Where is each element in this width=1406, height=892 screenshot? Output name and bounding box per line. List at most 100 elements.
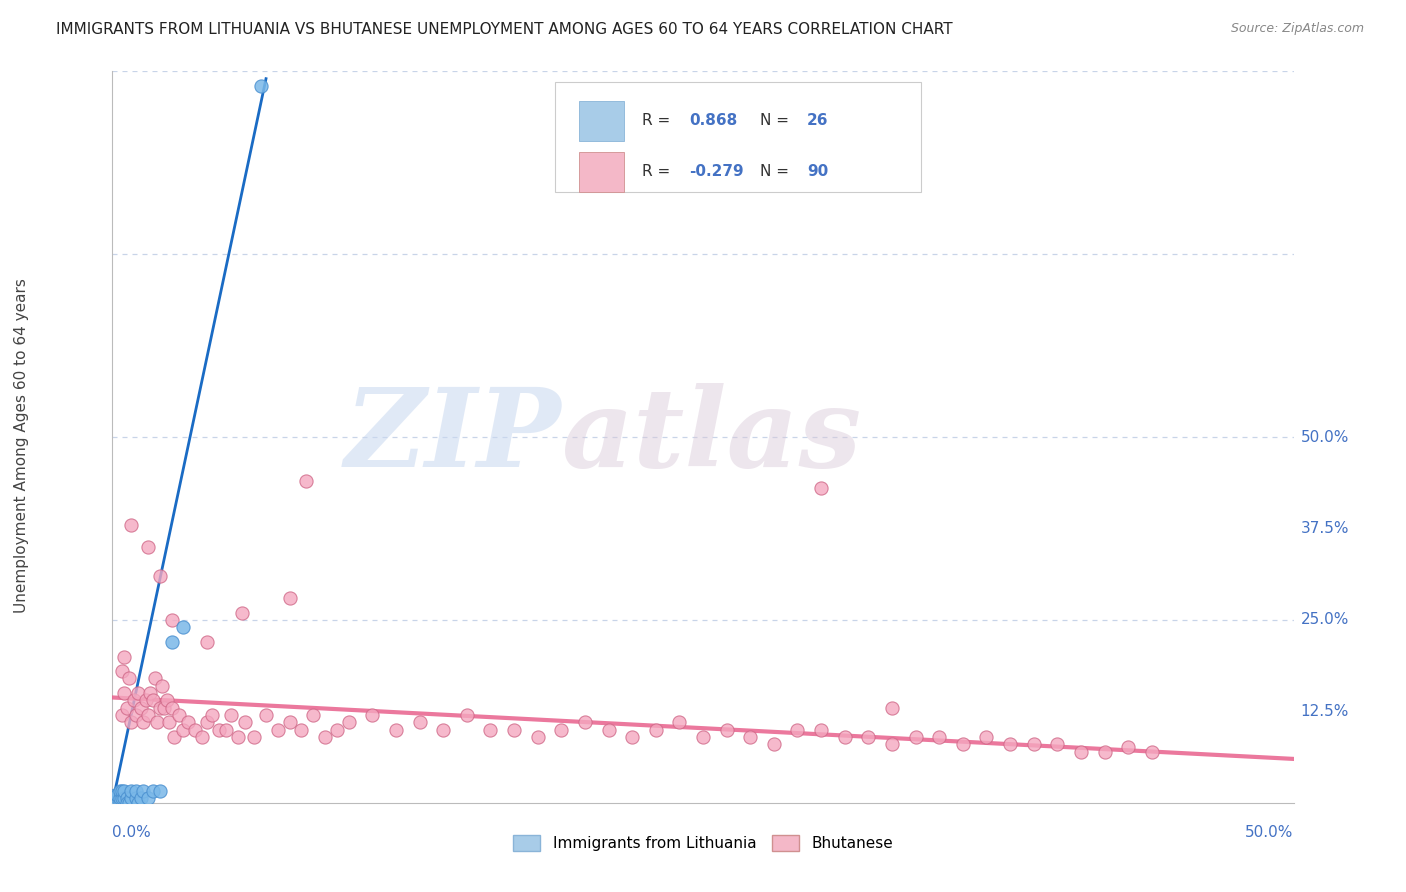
- Point: [810, 723, 832, 737]
- Point: [810, 481, 832, 495]
- Point: [195, 635, 218, 649]
- Text: R =: R =: [641, 164, 675, 179]
- FancyBboxPatch shape: [555, 82, 921, 192]
- Point: [858, 730, 880, 744]
- FancyBboxPatch shape: [579, 152, 624, 192]
- Point: [267, 723, 290, 737]
- Point: [1094, 745, 1116, 759]
- Text: N =: N =: [759, 113, 793, 128]
- Text: Unemployment Among Ages 60 to 64 years: Unemployment Among Ages 60 to 64 years: [14, 278, 28, 614]
- Point: [668, 715, 690, 730]
- Point: [762, 737, 785, 751]
- Point: [167, 708, 190, 723]
- Point: [295, 474, 318, 488]
- Point: [191, 730, 214, 744]
- Point: [880, 700, 903, 714]
- Point: [208, 723, 231, 737]
- Point: [118, 796, 141, 810]
- Point: [120, 791, 142, 805]
- Text: atlas: atlas: [561, 384, 862, 491]
- Point: [326, 723, 349, 737]
- Point: [149, 700, 172, 714]
- Point: [1140, 745, 1163, 759]
- Point: [146, 715, 169, 730]
- Text: 37.5%: 37.5%: [1301, 521, 1348, 536]
- Point: [177, 715, 200, 730]
- Point: [834, 730, 856, 744]
- Legend: Immigrants from Lithuania, Bhutanese: Immigrants from Lithuania, Bhutanese: [506, 830, 900, 857]
- Point: [385, 723, 408, 737]
- Text: ZIP: ZIP: [344, 384, 561, 491]
- Text: R =: R =: [641, 113, 675, 128]
- Point: [112, 791, 135, 805]
- Text: N =: N =: [759, 164, 793, 179]
- Point: [408, 715, 430, 730]
- Point: [115, 796, 138, 810]
- Point: [201, 708, 224, 723]
- Point: [278, 715, 301, 730]
- Point: [302, 708, 325, 723]
- FancyBboxPatch shape: [579, 101, 624, 141]
- Point: [254, 708, 277, 723]
- Point: [136, 708, 159, 723]
- Point: [120, 784, 142, 798]
- Point: [120, 715, 142, 730]
- Point: [550, 723, 572, 737]
- Point: [125, 791, 148, 805]
- Point: [111, 664, 134, 678]
- Text: 25.0%: 25.0%: [1301, 613, 1348, 627]
- Point: [716, 723, 738, 737]
- Point: [574, 715, 596, 730]
- Point: [231, 606, 253, 620]
- Point: [226, 730, 249, 744]
- Point: [432, 723, 454, 737]
- Point: [1022, 737, 1045, 751]
- Point: [118, 672, 141, 686]
- Point: [233, 715, 256, 730]
- Point: [880, 737, 903, 751]
- Point: [104, 789, 127, 803]
- Point: [215, 723, 238, 737]
- Text: 26: 26: [807, 113, 828, 128]
- Point: [976, 730, 998, 744]
- Text: 50.0%: 50.0%: [1246, 825, 1294, 840]
- Point: [998, 737, 1021, 751]
- Point: [132, 784, 155, 798]
- Point: [112, 686, 135, 700]
- Point: [149, 569, 172, 583]
- Text: 90: 90: [807, 164, 828, 179]
- Point: [127, 796, 149, 810]
- Point: [740, 730, 762, 744]
- Point: [142, 693, 165, 707]
- Point: [142, 784, 165, 798]
- Point: [105, 796, 128, 810]
- Point: [125, 784, 148, 798]
- Point: [108, 791, 131, 805]
- Point: [503, 723, 526, 737]
- Point: [157, 715, 180, 730]
- Point: [928, 730, 950, 744]
- Text: 12.5%: 12.5%: [1301, 704, 1348, 719]
- Point: [129, 791, 152, 805]
- Point: [184, 723, 207, 737]
- Point: [1070, 745, 1092, 759]
- Point: [108, 784, 131, 798]
- Point: [361, 708, 384, 723]
- Point: [111, 791, 134, 805]
- Point: [526, 730, 548, 744]
- Point: [250, 78, 273, 93]
- Point: [644, 723, 666, 737]
- Point: [337, 715, 360, 730]
- Point: [143, 672, 166, 686]
- Point: [598, 723, 620, 737]
- Point: [112, 649, 135, 664]
- Text: -0.279: -0.279: [689, 164, 744, 179]
- Point: [111, 784, 134, 798]
- Point: [139, 686, 162, 700]
- Point: [278, 591, 301, 605]
- Point: [1046, 737, 1069, 751]
- Point: [1116, 740, 1139, 755]
- Point: [195, 715, 218, 730]
- Point: [115, 700, 138, 714]
- Point: [243, 730, 266, 744]
